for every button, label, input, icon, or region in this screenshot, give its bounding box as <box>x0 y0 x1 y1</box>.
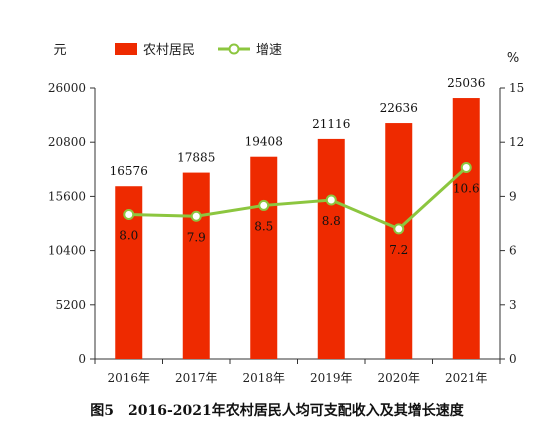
rate-value-label: 7.9 <box>187 230 206 244</box>
rate-line <box>123 161 472 235</box>
rate-value-label: 8.8 <box>322 214 341 228</box>
legend-label-line: 增速 <box>256 43 282 58</box>
rate-value-label: 8.0 <box>119 228 138 242</box>
axes: 0 5200 10400 15600 20800 26000 0 3 6 9 12 15 2016年 20… <box>48 81 524 385</box>
rate-value-label: 10.6 <box>453 181 480 195</box>
right-axis-unit: % <box>507 51 519 66</box>
x-tick-label: 2017年 <box>175 371 218 385</box>
rate-marker <box>258 199 270 211</box>
bar-value-label: 25036 <box>447 76 485 90</box>
legend-swatch-marker <box>228 43 240 55</box>
rate-line-path <box>128 166 468 231</box>
right-tick-label: 12 <box>509 135 524 149</box>
legend-label-bar: 农村居民 <box>143 43 195 58</box>
x-tick-label: 2016年 <box>107 371 150 385</box>
bar <box>385 123 413 359</box>
left-tick-label: 20800 <box>48 135 86 149</box>
bar-value-label: 17885 <box>177 151 215 165</box>
x-tick-label: 2019年 <box>310 371 353 385</box>
left-tick-label: 26000 <box>48 81 86 95</box>
bar <box>317 138 345 359</box>
right-tick-label: 0 <box>509 352 517 366</box>
right-tick-label: 3 <box>509 298 517 312</box>
right-tick-label: 15 <box>509 81 524 95</box>
bars <box>115 98 480 359</box>
x-tick-label: 2021年 <box>445 371 488 385</box>
rate-labels: 8.0 7.9 8.5 8.8 7.2 10.6 <box>119 181 479 256</box>
left-tick-label: 15600 <box>48 189 86 203</box>
rate-value-label: 7.2 <box>389 243 408 257</box>
bar-value-label: 21116 <box>312 117 350 131</box>
bar <box>182 172 210 359</box>
rate-marker <box>460 161 472 173</box>
left-axis-unit: 元 <box>53 43 66 58</box>
left-tick-label: 10400 <box>48 244 86 258</box>
rate-marker <box>393 223 405 235</box>
bar-value-label: 22636 <box>380 101 418 115</box>
bar-value-label: 16576 <box>110 164 148 178</box>
right-tick-label: 6 <box>509 244 517 258</box>
rate-marker <box>123 208 135 220</box>
bar <box>452 98 480 359</box>
bar-value-label: 19408 <box>245 135 283 149</box>
left-tick-label: 0 <box>78 352 86 366</box>
bar-labels: 16576 17885 19408 21116 22636 25036 <box>110 76 486 178</box>
rate-marker <box>325 194 337 206</box>
x-tick-label: 2018年 <box>242 371 285 385</box>
rate-marker <box>190 210 202 222</box>
bar <box>250 156 278 359</box>
legend-swatch-bar <box>115 43 137 55</box>
rate-value-label: 8.5 <box>254 219 273 233</box>
legend: 农村居民 增速 <box>115 43 282 58</box>
x-tick-label: 2020年 <box>377 371 420 385</box>
chart-title: 图5 2016-2021年农村居民人均可支配收入及其增长速度 <box>90 402 464 419</box>
right-tick-label: 9 <box>509 189 517 203</box>
left-tick-label: 5200 <box>55 298 86 312</box>
